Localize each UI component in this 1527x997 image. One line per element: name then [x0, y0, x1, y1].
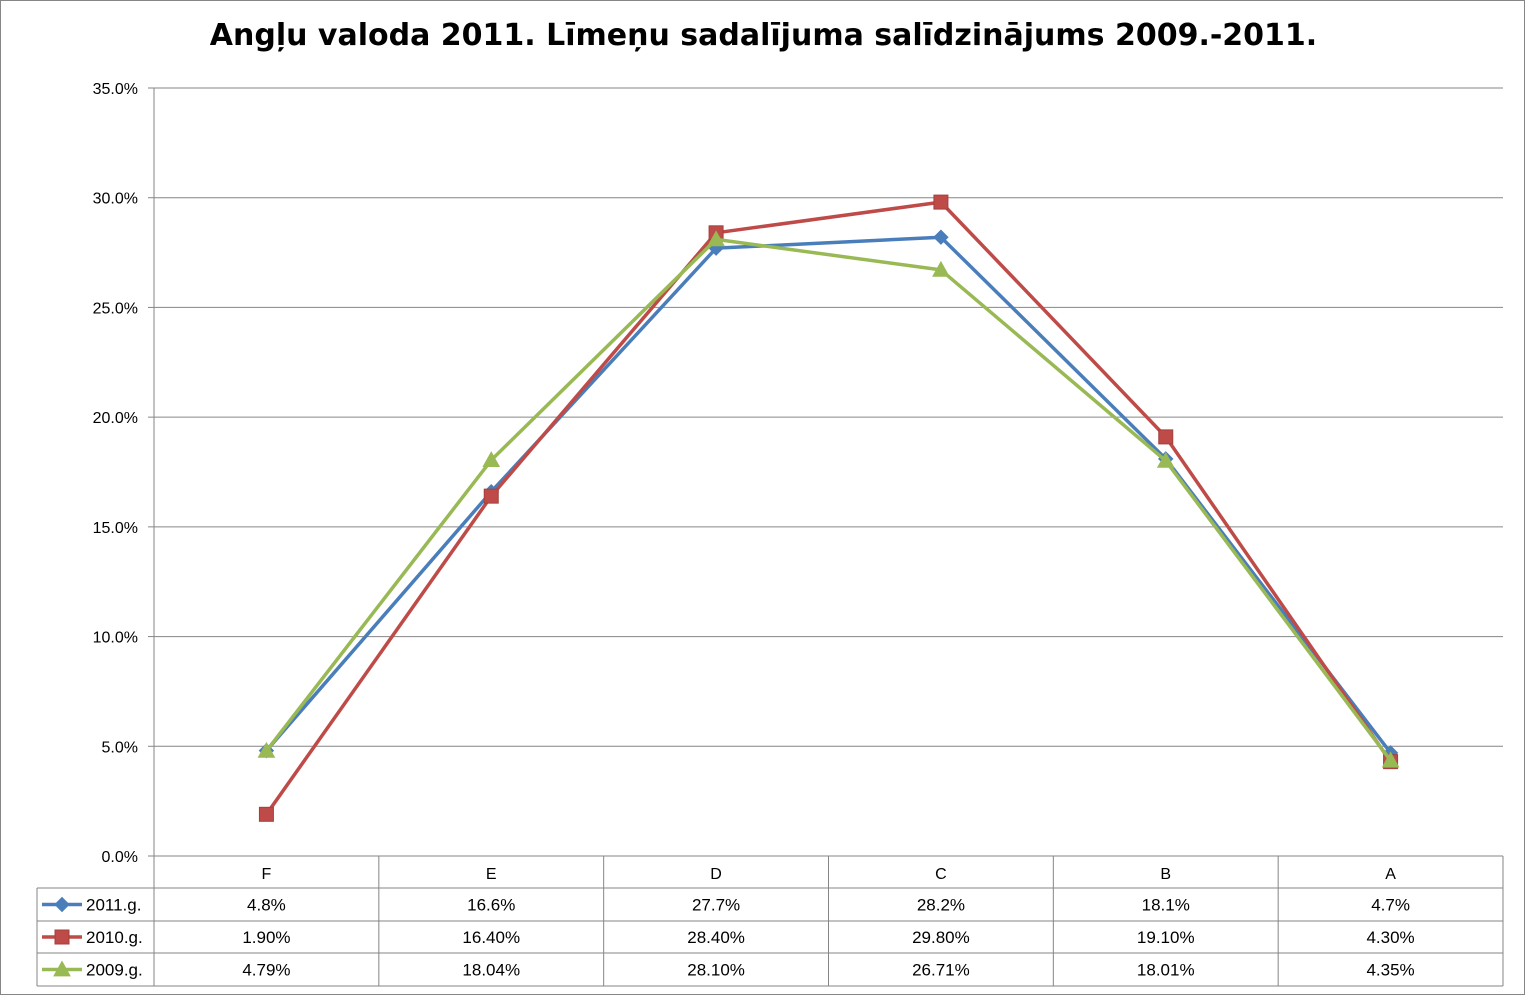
series-line — [264, 200, 1393, 816]
series-line — [265, 235, 1392, 754]
y-tick-label: 0.0% — [102, 849, 138, 866]
table-cell-value: 18.04% — [462, 961, 520, 980]
x-category-label: A — [1385, 866, 1396, 883]
table-cell-value: 16.40% — [462, 928, 520, 947]
table-cell-value: 19.10% — [1137, 928, 1195, 947]
table-cell-value: 18.01% — [1137, 961, 1195, 980]
table-cell-value: 4.8% — [247, 896, 286, 915]
y-tick-label: 35.0% — [93, 81, 138, 98]
data-point — [1156, 451, 1175, 468]
data-point — [932, 260, 950, 277]
y-tick-label: 20.0% — [93, 410, 138, 427]
series-name-label: 2009.g. — [86, 961, 143, 980]
chart-title: Angļu valoda 2011. Līmeņu sadalījuma sal… — [209, 18, 1318, 53]
data-point — [933, 194, 949, 210]
data-point — [933, 229, 949, 245]
x-category-label: F — [262, 866, 272, 883]
table-cell-value: 1.90% — [242, 928, 290, 947]
y-tick-label: 30.0% — [93, 191, 138, 208]
table-cell-value: 28.10% — [687, 961, 745, 980]
y-tick-label: 25.0% — [93, 300, 138, 317]
x-category-label: B — [1160, 866, 1171, 883]
data-point — [257, 741, 276, 758]
table-cell-value: 18.1% — [1142, 896, 1190, 915]
table-cell-value: 4.79% — [242, 961, 290, 980]
table-cell-value: 16.6% — [467, 896, 515, 915]
data-point — [482, 451, 501, 468]
table-cell-value: 29.80% — [912, 928, 970, 947]
y-tick-label: 10.0% — [93, 630, 138, 647]
series-name-label: 2010.g. — [86, 928, 143, 947]
table-cell-value: 27.7% — [692, 896, 740, 915]
y-tick-label: 15.0% — [93, 520, 138, 537]
data-point — [483, 488, 499, 504]
y-tick-label: 5.0% — [102, 739, 138, 756]
table-cell-value: 26.71% — [912, 961, 970, 980]
x-category-label: D — [710, 866, 722, 883]
data-point — [707, 230, 725, 247]
data-point — [1158, 429, 1174, 445]
x-category-label: C — [935, 866, 947, 883]
table-cell-value: 28.2% — [917, 896, 965, 915]
legend-key-marker — [54, 929, 70, 945]
data-point — [1381, 751, 1400, 768]
data-point — [258, 806, 274, 822]
legend-key-marker — [53, 960, 71, 977]
series-line — [265, 237, 1392, 762]
series-name-label: 2011.g. — [86, 896, 141, 915]
table-cell-value: 28.40% — [687, 928, 745, 947]
table-cell-value: 4.30% — [1366, 928, 1414, 947]
legend-key-marker — [54, 896, 70, 913]
table-cell-value: 4.35% — [1366, 961, 1414, 980]
table-cell-value: 4.7% — [1371, 896, 1410, 915]
x-category-label: E — [486, 866, 497, 883]
